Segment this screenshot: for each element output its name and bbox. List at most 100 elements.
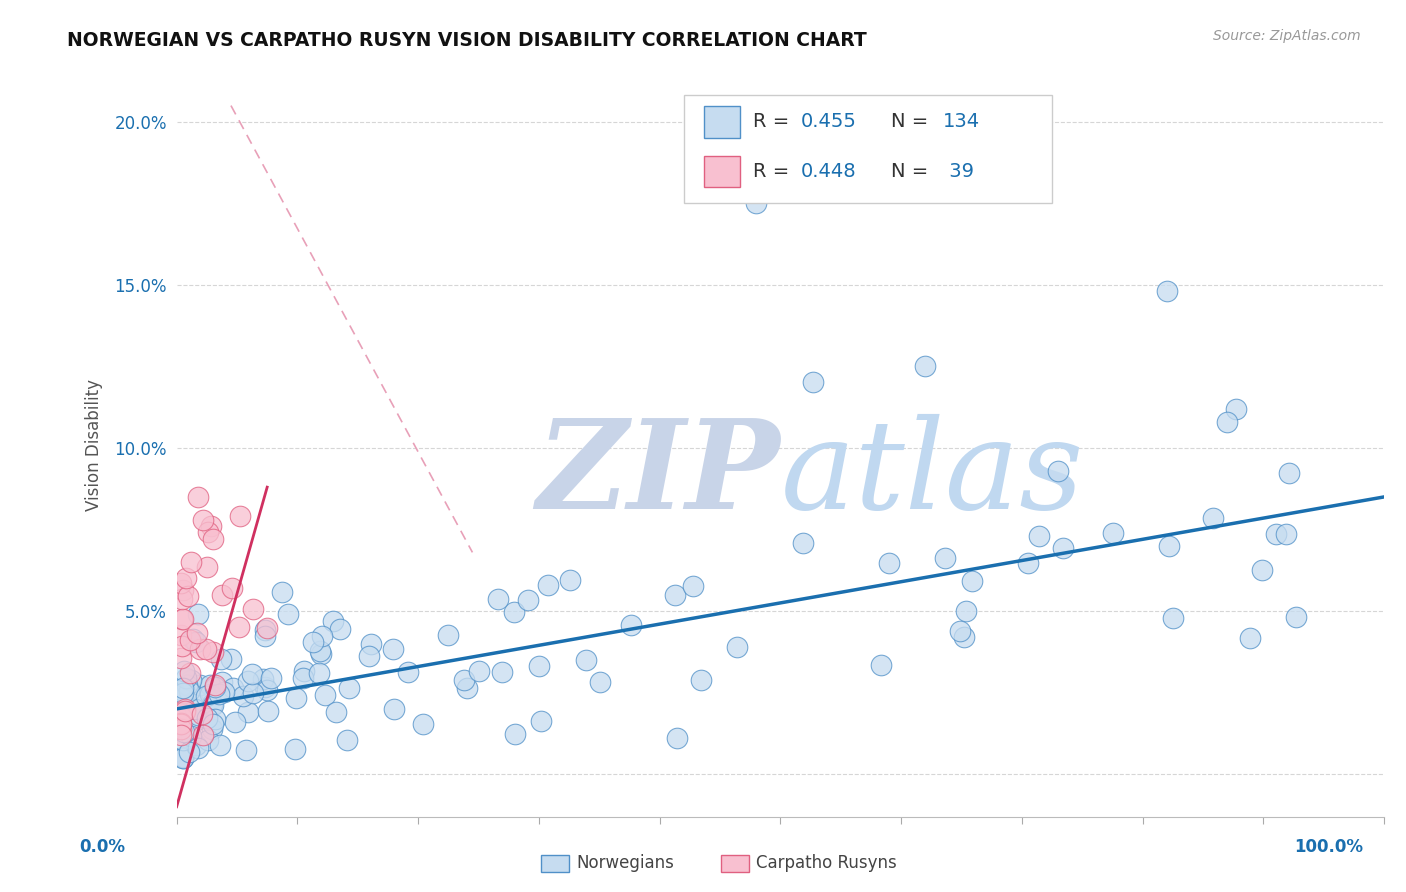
Point bbox=[253, 624, 276, 638]
Point bbox=[191, 707, 214, 722]
Point bbox=[574, 653, 596, 667]
Point bbox=[949, 624, 972, 639]
Point bbox=[242, 686, 264, 700]
Point bbox=[530, 714, 553, 729]
Point bbox=[221, 681, 243, 695]
Point bbox=[745, 196, 768, 211]
Point bbox=[201, 698, 224, 712]
Point bbox=[229, 508, 252, 523]
Point bbox=[1028, 529, 1050, 543]
Point bbox=[284, 691, 307, 706]
Point bbox=[664, 589, 686, 603]
Text: atlas: atlas bbox=[780, 414, 1084, 535]
Point bbox=[1156, 285, 1178, 299]
Point bbox=[308, 644, 330, 658]
Point bbox=[177, 589, 200, 603]
Point bbox=[198, 687, 221, 701]
Point bbox=[197, 732, 219, 747]
Point bbox=[172, 612, 194, 626]
Point bbox=[1239, 631, 1261, 645]
Point bbox=[170, 728, 193, 742]
Point bbox=[172, 582, 194, 597]
Point bbox=[179, 683, 201, 698]
Point bbox=[256, 620, 278, 634]
Point bbox=[620, 617, 643, 632]
Point bbox=[292, 664, 315, 678]
Point bbox=[197, 524, 219, 539]
Point bbox=[360, 637, 382, 651]
Point bbox=[689, 673, 711, 687]
Point bbox=[201, 723, 224, 737]
Point bbox=[173, 702, 195, 716]
Point bbox=[337, 681, 360, 695]
Point bbox=[503, 605, 526, 619]
Point bbox=[314, 688, 336, 702]
Point bbox=[879, 556, 901, 570]
Point bbox=[503, 727, 526, 741]
Point bbox=[176, 678, 198, 692]
Point bbox=[238, 706, 260, 720]
Point bbox=[1046, 464, 1069, 478]
Point bbox=[219, 652, 242, 666]
Point bbox=[491, 665, 513, 679]
Text: 134: 134 bbox=[943, 112, 980, 131]
Text: N =: N = bbox=[891, 161, 935, 180]
Point bbox=[792, 535, 814, 549]
Point bbox=[201, 717, 224, 731]
Point bbox=[232, 690, 254, 704]
Point bbox=[1102, 526, 1125, 541]
Point bbox=[914, 359, 936, 374]
Text: 0.0%: 0.0% bbox=[80, 838, 125, 856]
Point bbox=[172, 639, 194, 653]
Point bbox=[179, 666, 201, 681]
Bar bbox=[704, 155, 741, 186]
Point bbox=[666, 731, 689, 745]
Point bbox=[291, 671, 314, 685]
Point bbox=[170, 651, 193, 665]
Point bbox=[1265, 527, 1288, 541]
Bar bbox=[704, 106, 741, 137]
Point bbox=[172, 750, 194, 764]
Point bbox=[170, 716, 193, 731]
Point bbox=[309, 647, 332, 661]
Point bbox=[955, 604, 977, 618]
Text: R =: R = bbox=[752, 161, 794, 180]
Point bbox=[537, 578, 560, 592]
Point bbox=[187, 740, 209, 755]
Point bbox=[187, 707, 209, 722]
Text: NORWEGIAN VS CARPATHO RUSYN VISION DISABILITY CORRELATION CHART: NORWEGIAN VS CARPATHO RUSYN VISION DISAB… bbox=[67, 31, 868, 50]
Point bbox=[172, 751, 194, 765]
Point bbox=[412, 717, 434, 731]
Text: N =: N = bbox=[891, 112, 935, 131]
Point bbox=[187, 490, 209, 504]
Text: Norwegians: Norwegians bbox=[576, 855, 675, 872]
Text: 0.455: 0.455 bbox=[801, 112, 856, 131]
Point bbox=[257, 704, 280, 718]
Point bbox=[195, 711, 218, 725]
Point bbox=[253, 629, 276, 643]
Point bbox=[235, 743, 257, 757]
Point bbox=[211, 588, 233, 602]
Text: 0.448: 0.448 bbox=[801, 161, 856, 180]
FancyBboxPatch shape bbox=[683, 95, 1052, 203]
Text: 100.0%: 100.0% bbox=[1294, 838, 1364, 856]
Point bbox=[177, 746, 200, 760]
Point bbox=[193, 513, 215, 527]
Point bbox=[260, 671, 283, 685]
Point bbox=[453, 673, 475, 687]
Point bbox=[204, 678, 226, 692]
Point bbox=[357, 648, 380, 663]
Point bbox=[170, 592, 193, 607]
Point bbox=[186, 626, 208, 640]
Point bbox=[302, 635, 325, 649]
Point bbox=[195, 641, 218, 656]
Point bbox=[228, 619, 250, 633]
Point bbox=[801, 375, 824, 389]
Point bbox=[329, 622, 352, 636]
Point bbox=[174, 704, 197, 718]
Point bbox=[325, 705, 347, 719]
Text: Carpatho Rusyns: Carpatho Rusyns bbox=[756, 855, 897, 872]
Point bbox=[208, 687, 231, 701]
Point bbox=[211, 675, 233, 690]
Point bbox=[468, 665, 491, 679]
